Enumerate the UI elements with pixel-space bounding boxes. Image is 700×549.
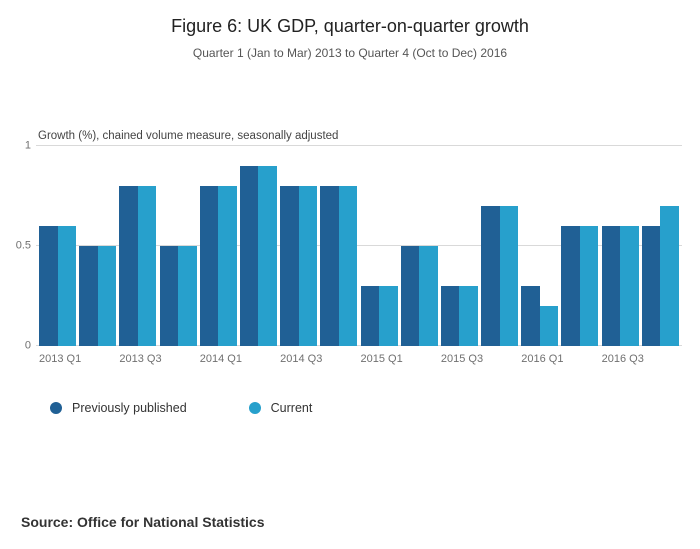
figure-subtitle: Quarter 1 (Jan to Mar) 2013 to Quarter 4…	[192, 46, 508, 60]
bar-group	[79, 146, 117, 346]
bar	[481, 206, 500, 346]
bar-group	[320, 146, 358, 346]
legend-item-previously-published: Previously published	[50, 401, 187, 415]
bar	[338, 186, 358, 346]
bar-group	[199, 146, 237, 346]
bar-group	[561, 146, 599, 346]
bar	[660, 206, 679, 346]
legend-label-current: Current	[270, 401, 313, 415]
bar	[79, 246, 98, 346]
x-tick-label: 2016 Q1	[521, 353, 564, 365]
x-tick-label: 2015 Q3	[440, 353, 484, 365]
bar	[379, 286, 398, 346]
bar	[97, 246, 117, 346]
y-tick-label: 1	[24, 139, 31, 152]
bar-group	[239, 146, 277, 346]
x-tick-label	[320, 353, 357, 365]
x-tick-label: 2013 Q3	[119, 353, 162, 365]
bar	[561, 226, 580, 346]
bar-group	[119, 146, 157, 346]
y-axis-note: Growth (%), chained volume measure, seas…	[38, 130, 339, 142]
bar	[119, 186, 138, 346]
y-tick-label: 0.5	[15, 239, 31, 252]
x-tick-label	[561, 353, 598, 365]
legend-label-previously-published: Previously published	[72, 401, 187, 415]
bar	[360, 286, 379, 346]
gridline	[36, 245, 682, 246]
source-note: Source: Office for National Statistics	[21, 514, 265, 530]
x-tick-label: 2013 Q1	[39, 353, 82, 365]
bar-group	[601, 146, 639, 346]
x-tick-label	[79, 353, 116, 365]
bar	[258, 166, 277, 346]
x-tick-label	[642, 353, 679, 365]
x-tick-label	[240, 353, 277, 365]
bar	[239, 166, 259, 346]
bar	[440, 286, 460, 346]
page-title: Figure 6: UK GDP, quarter-on-quarter gro…	[171, 16, 529, 36]
bar	[218, 186, 237, 346]
legend-dot-previously-published-icon	[50, 402, 62, 414]
bar	[400, 246, 420, 346]
bar	[499, 206, 519, 346]
x-tick-label: 2014 Q1	[199, 353, 242, 365]
bar	[521, 286, 540, 346]
bar	[459, 286, 478, 346]
bar	[601, 226, 621, 346]
bar-group	[159, 146, 197, 346]
plot-area	[36, 145, 682, 346]
x-axis-labels: 2013 Q1 2013 Q3 2014 Q1 2014 Q3 2015 Q1 2015 …	[36, 353, 682, 365]
bar	[320, 186, 339, 346]
y-axis: 0 0.5 1	[15, 140, 36, 351]
gridline	[36, 145, 682, 146]
legend-dot-current-icon	[248, 402, 261, 414]
bar-group	[521, 146, 559, 346]
bar	[419, 246, 438, 346]
legend: Previously published Current	[50, 401, 700, 415]
bar	[620, 226, 639, 346]
bar-group	[481, 146, 519, 346]
gridline	[36, 345, 682, 346]
x-tick-label: 2015 Q1	[360, 353, 403, 365]
bar	[178, 246, 197, 346]
x-tick-label: 2016 Q3	[601, 353, 644, 365]
bar-group	[39, 146, 76, 346]
bar	[137, 186, 157, 346]
x-tick-label	[481, 353, 518, 365]
bar-group	[400, 146, 438, 346]
bar	[159, 246, 179, 346]
plot-row: 0 0.5 1	[15, 140, 682, 351]
bar-group	[280, 146, 318, 346]
bar	[641, 226, 661, 346]
x-tick-label	[401, 353, 438, 365]
bar-group	[641, 146, 679, 346]
bar	[199, 186, 219, 346]
bar	[39, 226, 58, 346]
y-tick-label: 0	[24, 339, 31, 352]
bar	[280, 186, 299, 346]
bar-group	[440, 146, 478, 346]
bar	[298, 186, 318, 346]
bar	[579, 226, 599, 346]
bar-group	[360, 146, 398, 346]
x-tick-label	[160, 353, 197, 365]
legend-item-current: Current	[248, 401, 313, 415]
x-tick-label: 2014 Q3	[280, 353, 323, 365]
bar	[57, 226, 76, 346]
bar	[539, 306, 559, 346]
bars	[36, 146, 682, 346]
